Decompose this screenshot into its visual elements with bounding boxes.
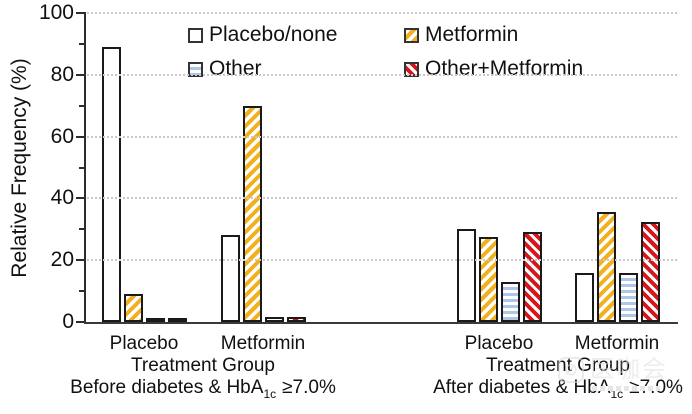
legend-label-placebo-none: Placebo/none — [209, 23, 338, 46]
watermark-text: 医咖会 — [590, 356, 668, 383]
gridline-60 — [87, 135, 677, 138]
bar-other-metformin-group3 — [641, 222, 660, 322]
bar-metformin-group2 — [479, 237, 498, 322]
y-tick-0 — [76, 321, 84, 323]
y-axis-title: Relative Frequency (%) — [8, 58, 31, 278]
gridline-40 — [87, 197, 677, 200]
gridline-100 — [87, 12, 677, 14]
bar-other-group1 — [265, 317, 284, 322]
bar-other-group2 — [501, 282, 520, 322]
bar-metformin-group0 — [124, 294, 143, 322]
legend-swatch-metformin-icon — [404, 27, 419, 43]
y-tick-label-80: 80 — [50, 62, 74, 86]
y-tick-label-60: 60 — [50, 124, 74, 148]
x-axis-line — [84, 322, 678, 324]
legend-label-other-metformin: Other+Metformin — [425, 57, 584, 80]
y-minor-tick-10 — [79, 290, 84, 293]
y-tick-label-100: 100 — [38, 1, 74, 24]
y-axis-line — [84, 12, 86, 324]
bar-other-group0 — [146, 318, 165, 322]
watermark-caption — [592, 386, 660, 391]
y-tick-60 — [76, 135, 84, 138]
bar-other-group3 — [619, 273, 638, 322]
y-tick-label-20: 20 — [50, 248, 74, 272]
y-minor-tick-90 — [79, 42, 84, 45]
gridline-20 — [87, 259, 677, 262]
legend-item-other-metformin: Other+Metformin — [404, 56, 583, 82]
bar-placebo-none-group0 — [102, 47, 121, 322]
legend-item-other: Other — [188, 56, 262, 82]
bar-placebo-none-group1 — [221, 235, 240, 322]
legend-label-metformin: Metformin — [425, 23, 519, 46]
legend-item-placebo-none: Placebo/none — [188, 22, 337, 48]
x-axis-title-before: Treatment Group — [131, 355, 275, 376]
y-minor-tick-50 — [79, 166, 84, 169]
y-tick-label-0: 0 — [62, 310, 74, 333]
watermark: ∅ 医咖会 — [558, 357, 668, 383]
xtick-label-after-placebo: Placebo — [464, 333, 534, 354]
bar-metformin-group1 — [243, 106, 262, 322]
y-tick-40 — [76, 197, 84, 200]
y-minor-tick-30 — [79, 228, 84, 231]
y-tick-100 — [76, 12, 84, 14]
y-minor-tick-70 — [79, 104, 84, 107]
legend-swatch-placebo-none-icon — [188, 27, 203, 43]
y-tick-label-40: 40 — [50, 186, 74, 210]
watermark-logo-icon: ∅ — [558, 357, 584, 383]
xtick-label-before-metformin: Metformin — [220, 333, 306, 354]
plot-area — [85, 13, 677, 322]
y-tick-80 — [76, 73, 84, 76]
legend-item-metformin: Metformin — [404, 22, 518, 48]
bar-other-metformin-group1 — [287, 317, 306, 322]
bar-placebo-none-group2 — [457, 229, 476, 322]
bar-other-metformin-group0 — [168, 318, 187, 322]
xtick-label-after-metformin: Metformin — [574, 333, 660, 354]
xtick-label-before-placebo: Placebo — [109, 333, 179, 354]
panel-caption-before: Before diabetes & HbA1c ≥7.0% — [70, 377, 336, 401]
y-tick-20 — [76, 259, 84, 262]
legend-label-other: Other — [209, 57, 262, 80]
bar-other-metformin-group2 — [523, 232, 542, 322]
bar-placebo-none-group3 — [575, 273, 594, 322]
bar-metformin-group3 — [597, 212, 616, 322]
gridline-80 — [87, 73, 677, 76]
